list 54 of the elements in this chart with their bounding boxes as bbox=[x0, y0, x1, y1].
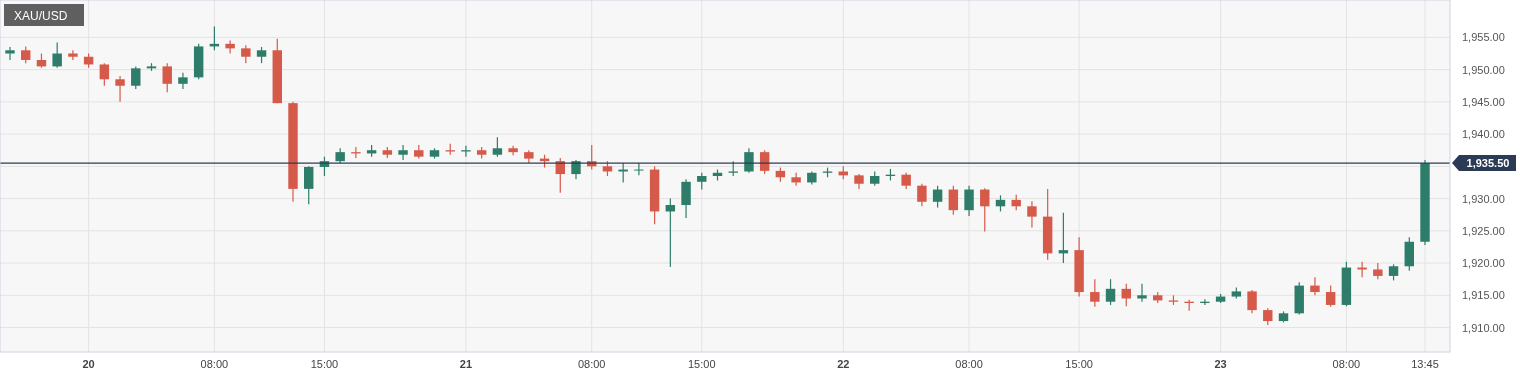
candlestick bbox=[634, 162, 644, 176]
candlestick bbox=[1027, 200, 1037, 229]
candlestick bbox=[964, 185, 974, 217]
candlestick bbox=[932, 185, 943, 209]
x-tick-label: 20 bbox=[82, 358, 95, 370]
x-tick-label: 15:00 bbox=[310, 358, 339, 370]
y-tick-label: 1,955.00 bbox=[1462, 31, 1505, 44]
candlestick bbox=[791, 172, 801, 187]
y-tick-label: 1,950.00 bbox=[1462, 63, 1505, 76]
x-tick-label: 08:00 bbox=[200, 358, 229, 370]
candlestick bbox=[1090, 278, 1100, 308]
x-tick-label: 08:00 bbox=[577, 358, 606, 370]
candlestick bbox=[917, 183, 927, 207]
candlestick bbox=[492, 136, 503, 158]
candlestick bbox=[398, 144, 408, 161]
x-tick-label: 21 bbox=[459, 358, 473, 370]
x-tick-label: 13:45 bbox=[1411, 358, 1439, 370]
candlestick bbox=[1137, 283, 1147, 303]
candlestick bbox=[1325, 285, 1336, 308]
y-tick-label: 1,915.00 bbox=[1462, 289, 1505, 302]
candlestick bbox=[1247, 289, 1257, 314]
x-tick-label: 08:00 bbox=[955, 358, 983, 370]
x-tick-label: 15:00 bbox=[688, 358, 716, 370]
y-tick-label: 1,930.00 bbox=[1462, 192, 1505, 205]
x-tick-label: 08:00 bbox=[1332, 358, 1361, 370]
candlestick bbox=[99, 62, 110, 87]
text: XAU/USD bbox=[14, 9, 68, 23]
candlestick bbox=[1310, 276, 1320, 296]
candlestick bbox=[681, 178, 691, 219]
candlestick bbox=[5, 46, 15, 61]
y-tick-label: 1,945.00 bbox=[1462, 95, 1505, 108]
candlestick bbox=[1105, 278, 1116, 306]
candlestick bbox=[131, 65, 141, 90]
candlestick bbox=[52, 41, 62, 69]
candlestick bbox=[225, 40, 235, 55]
y-tick-label: 1,940.00 bbox=[1462, 128, 1505, 141]
x-tick-label: 22 bbox=[837, 358, 850, 370]
candlestick bbox=[461, 145, 471, 158]
candlestick bbox=[115, 75, 125, 103]
x-tick-label: 23 bbox=[1214, 358, 1227, 370]
candlestick bbox=[162, 62, 172, 93]
candlestick bbox=[948, 185, 959, 216]
candlestick bbox=[304, 165, 314, 205]
y-tick-label: 1,920.00 bbox=[1462, 257, 1505, 270]
ref-line-label: 1,935.50 bbox=[1466, 157, 1510, 170]
y-tick-label: 1,925.00 bbox=[1462, 224, 1505, 237]
candlestick bbox=[980, 187, 990, 233]
candlestick bbox=[241, 44, 251, 64]
candlestick bbox=[68, 49, 78, 61]
candlestick bbox=[744, 147, 754, 174]
x-tick-label: 15:00 bbox=[1065, 358, 1093, 370]
y-tick-label: 1,910.00 bbox=[1462, 321, 1505, 334]
candlestick bbox=[1058, 212, 1069, 264]
candlestick bbox=[178, 72, 188, 90]
